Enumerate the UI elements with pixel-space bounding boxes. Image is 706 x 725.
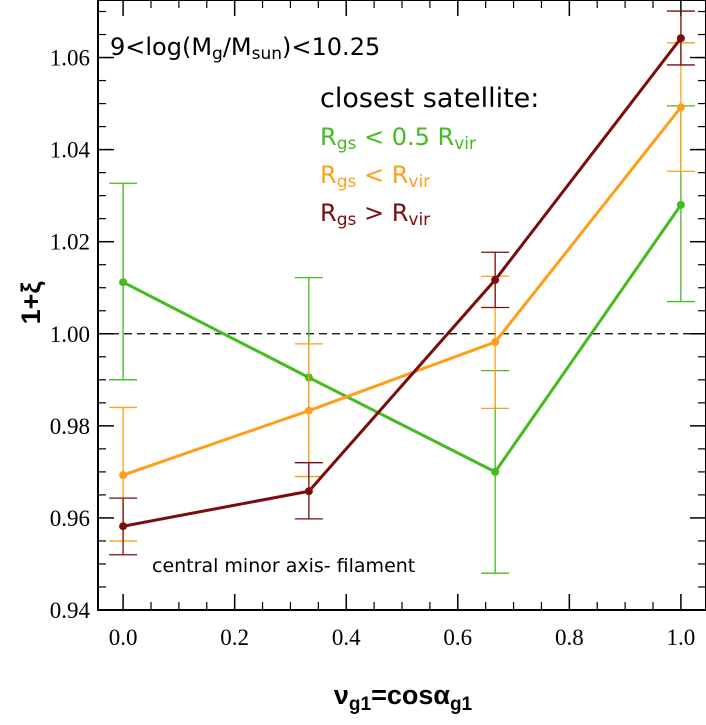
y-axis-label: 1+ξ <box>16 281 46 325</box>
data-point <box>119 522 128 531</box>
x-tick-label: 0.8 <box>555 625 584 650</box>
series-line <box>122 204 683 474</box>
series-line <box>122 106 683 477</box>
data-point <box>676 200 685 209</box>
y-tick-label: 1.04 <box>50 138 91 163</box>
x-tick-label: 0.6 <box>443 625 472 650</box>
data-point <box>491 338 500 347</box>
x-tick-label: 0.0 <box>109 625 138 650</box>
note-label: central minor axis- filament <box>152 555 415 577</box>
series-layer <box>109 10 695 574</box>
y-tick-label: 0.98 <box>50 414 90 439</box>
legend-entry-green: Rgs < 0.5 Rvir <box>320 123 476 154</box>
data-point <box>304 487 313 496</box>
data-point <box>676 34 685 43</box>
mass-bin-label: 9<log(Mg/Msun)<10.25 <box>110 33 380 64</box>
data-point <box>119 278 128 287</box>
y-tick-label: 0.96 <box>50 506 90 531</box>
y-tick-label: 0.94 <box>50 598 91 623</box>
y-tick-label: 1.00 <box>50 322 90 347</box>
series-3 <box>109 10 695 556</box>
data-point <box>676 103 685 112</box>
data-point <box>304 406 313 415</box>
legend-entry-orange: Rgs < Rvir <box>320 161 430 192</box>
series-line <box>122 37 683 528</box>
x-axis-label: νg1=cosαg1 <box>334 680 473 715</box>
x-tick-label: 0.4 <box>332 625 361 650</box>
series-2 <box>109 42 695 542</box>
legend-entry-darkred: Rgs > Rvir <box>320 199 430 230</box>
y-tick-label: 1.06 <box>50 46 90 71</box>
data-point <box>119 471 128 480</box>
legend-title: closest satellite: <box>320 83 539 114</box>
axis-ticks: 0.94 0.96 0.98 1.00 1.02 1.04 1.06 0.0 0.2 0.4 0.6… <box>50 0 706 650</box>
data-point <box>491 467 500 476</box>
x-tick-label: 0.2 <box>220 625 249 650</box>
data-point <box>491 275 500 284</box>
x-tick-label: 1.0 <box>667 625 696 650</box>
y-tick-label: 1.02 <box>50 230 90 255</box>
